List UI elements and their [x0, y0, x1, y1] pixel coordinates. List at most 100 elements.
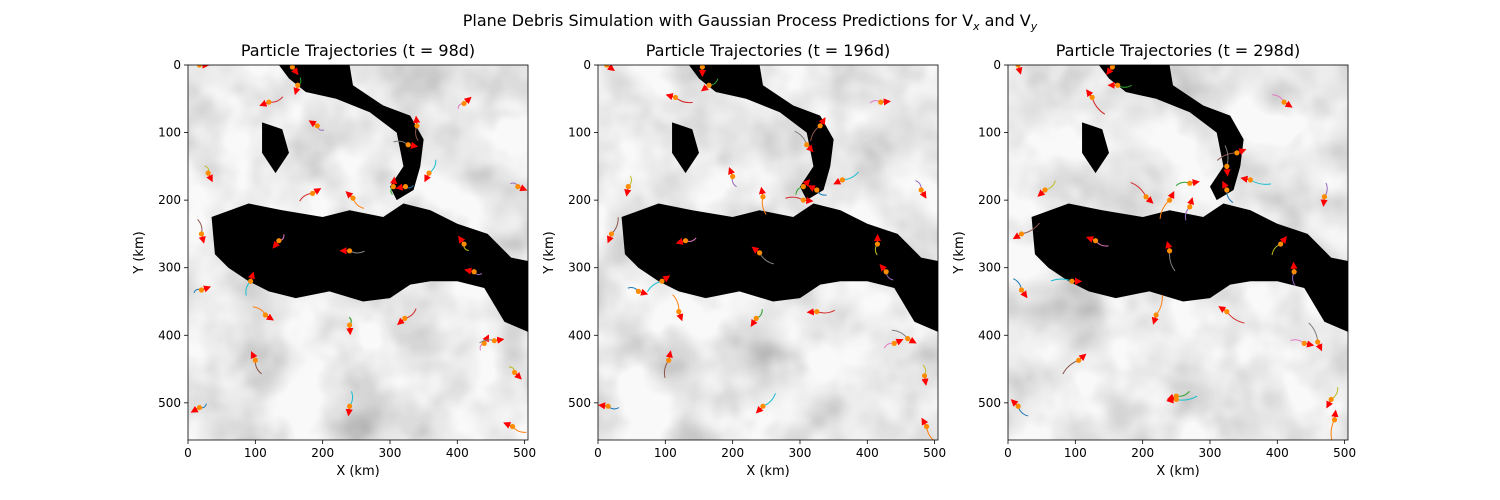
- particle-11: [1224, 187, 1230, 193]
- particle-5: [314, 123, 320, 129]
- particle-5: [1187, 204, 1193, 210]
- particle-9: [1042, 187, 1048, 193]
- particle-30: [760, 403, 766, 409]
- particle-2: [289, 65, 295, 70]
- x-tick-label: 300: [1199, 446, 1222, 460]
- particle-12: [1166, 197, 1173, 203]
- particle-29: [921, 373, 928, 379]
- particle-16: [608, 231, 615, 237]
- subplot-title: Particle Trajectories (t = 196d): [646, 41, 890, 60]
- x-tick-label: 0: [1004, 446, 1012, 460]
- y-tick-label: 0: [993, 58, 1001, 72]
- x-axis-label: X (km): [336, 464, 379, 479]
- particle-17: [682, 238, 689, 244]
- particle-20: [248, 278, 254, 284]
- x-tick-label: 100: [1064, 446, 1087, 460]
- particle-20: [659, 278, 665, 284]
- y-tick-label: 300: [568, 261, 591, 275]
- particle-25: [1291, 269, 1297, 275]
- particle-13: [800, 184, 806, 190]
- particle-6: [1234, 150, 1240, 156]
- y-tick-label: 200: [158, 193, 181, 207]
- particle-6: [414, 123, 420, 129]
- land-mask-2: [211, 203, 528, 332]
- particle-12: [350, 195, 356, 201]
- particle-4: [266, 99, 272, 105]
- particle-20: [1069, 278, 1075, 284]
- x-tick-label: 300: [379, 446, 402, 460]
- y-tick-label: 300: [978, 261, 1001, 275]
- particle-26: [252, 357, 258, 363]
- particle-14: [1143, 194, 1149, 200]
- y-tick-label: 0: [173, 58, 181, 72]
- particle-2: [1109, 65, 1115, 70]
- particle-19: [874, 241, 881, 247]
- y-tick-label: 500: [978, 396, 1001, 410]
- particle-8: [804, 142, 810, 148]
- particle-23: [753, 315, 759, 321]
- particle-31: [605, 403, 611, 409]
- particle-27: [1301, 340, 1307, 346]
- land-mask-2: [1031, 203, 1348, 332]
- y-axis-label: Y (km): [952, 231, 967, 274]
- subplot-title: Particle Trajectories (t = 298d): [1056, 41, 1300, 60]
- y-tick-label: 100: [978, 126, 1001, 140]
- particle-26: [666, 357, 672, 363]
- x-tick-label: 200: [311, 446, 334, 460]
- particle-25: [883, 269, 889, 275]
- particle-10: [839, 177, 845, 183]
- land-mask-2: [621, 203, 938, 332]
- y-axis-label: Y (km): [132, 231, 147, 274]
- x-tick-label: 400: [1266, 446, 1289, 460]
- particle-21: [635, 288, 641, 294]
- particle-28: [1315, 339, 1321, 345]
- particle-24: [1224, 309, 1230, 315]
- particle-3: [1115, 82, 1121, 88]
- particle-10: [426, 170, 432, 176]
- y-tick-label: 200: [568, 193, 591, 207]
- trajectory-1: [606, 65, 607, 66]
- particle-15: [918, 187, 924, 193]
- particle-27: [481, 340, 487, 346]
- y-tick-label: 400: [568, 328, 591, 342]
- land-mask-1: [1098, 65, 1244, 201]
- particle-16: [1018, 231, 1025, 237]
- particle-32: [923, 423, 930, 430]
- particle-31: [196, 404, 203, 411]
- axes-frame: [597, 64, 939, 441]
- particle-18: [756, 250, 763, 256]
- particle-24: [402, 315, 408, 321]
- particle-16: [198, 231, 205, 237]
- particle-18: [346, 248, 353, 254]
- particle-7: [878, 99, 884, 105]
- land-mask-3: [1082, 122, 1109, 174]
- plot-area: [188, 65, 528, 440]
- particle-8: [1224, 163, 1230, 169]
- particle-22: [262, 312, 269, 318]
- subplots: 0 100 200 300 400 500 0 100 200 300 400 500 Particle…: [132, 41, 1356, 479]
- x-tick-label: 200: [1131, 446, 1154, 460]
- y-tick-label: 500: [568, 396, 591, 410]
- particle-23: [346, 322, 353, 328]
- particle-5: [730, 173, 736, 180]
- particle-17: [276, 238, 282, 244]
- x-axis-label: X (km): [746, 464, 789, 479]
- y-tick-label: 500: [158, 396, 181, 410]
- particle-17: [1092, 238, 1099, 244]
- particle-25: [471, 269, 477, 275]
- particle-28: [905, 336, 911, 342]
- particle-4: [1089, 94, 1095, 101]
- axes-frame: [187, 64, 529, 441]
- x-tick-label: 500: [513, 446, 536, 460]
- particle-22: [676, 309, 682, 315]
- y-tick-label: 100: [158, 126, 181, 140]
- particle-13: [390, 184, 396, 190]
- particle-30: [1173, 396, 1179, 403]
- land-mask-3: [672, 122, 699, 174]
- subplot-1: 0 100 200 300 400 500 0 100 200 300 400 500 Particle…: [132, 41, 536, 479]
- particle-24: [814, 309, 820, 315]
- particle-28: [491, 338, 497, 344]
- particle-14: [800, 197, 806, 203]
- particle-11: [814, 187, 820, 193]
